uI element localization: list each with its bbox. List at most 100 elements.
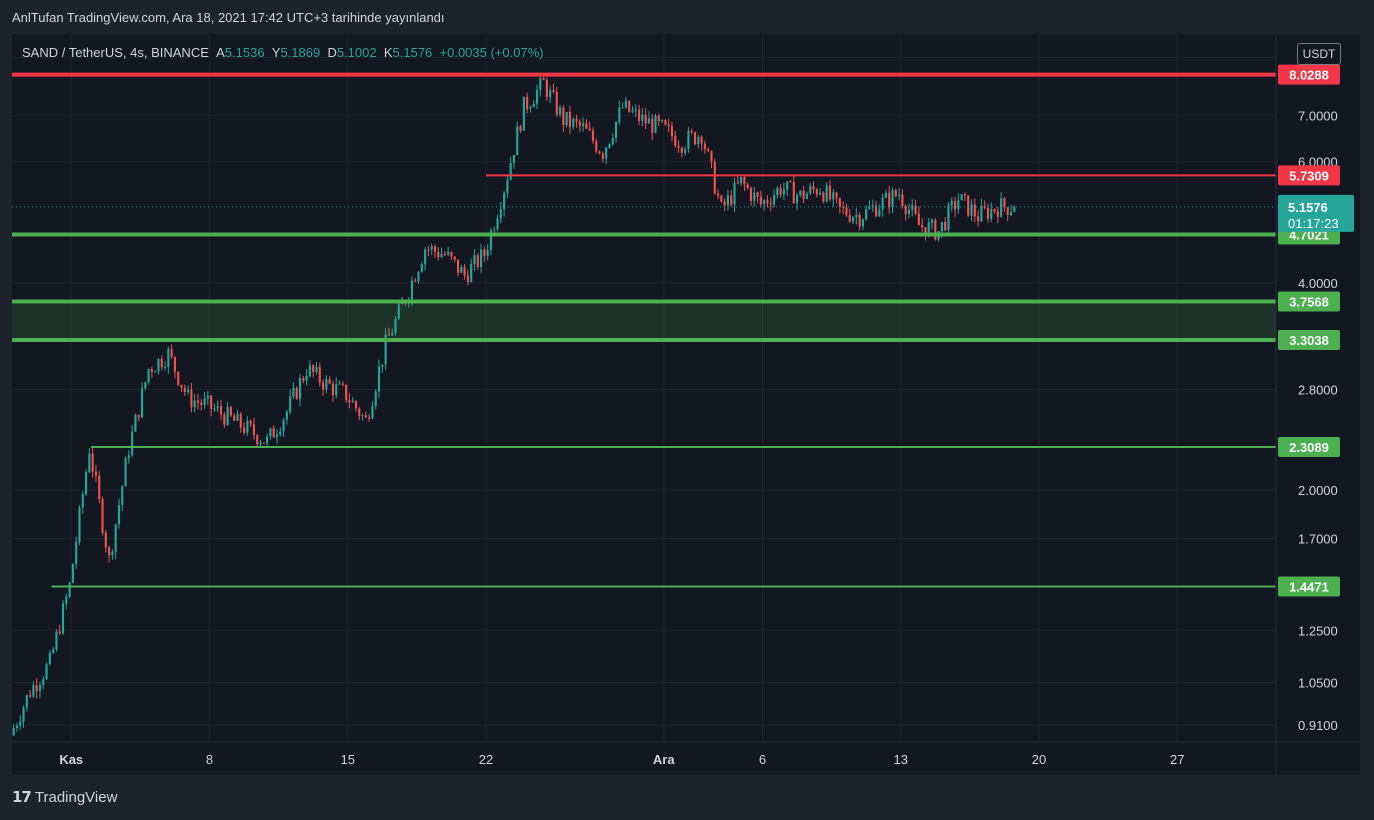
candle-body — [200, 402, 203, 405]
candle-body — [710, 151, 713, 162]
candle-body — [275, 434, 279, 438]
currency-button[interactable]: USDT — [1297, 43, 1341, 65]
candle-body — [173, 356, 177, 372]
candle-body — [167, 349, 170, 367]
candle-body — [483, 249, 486, 257]
chart-panel[interactable]: 8.50007.00006.00004.00002.80002.00001.70… — [12, 34, 1360, 775]
candle-body — [924, 227, 927, 237]
candle-body — [242, 427, 246, 433]
candle-body — [921, 225, 924, 228]
candle-body — [470, 264, 473, 283]
change-value: +0.0035 (+0.07%) — [439, 45, 544, 60]
tradingview-logo-icon: 17 — [12, 788, 32, 806]
brand[interactable]: 17 TradingView — [12, 788, 117, 806]
candle-body — [753, 192, 756, 201]
candle-body — [1013, 206, 1016, 213]
candle-body — [904, 206, 907, 214]
candle-body — [641, 114, 644, 121]
candle-body — [789, 181, 792, 183]
candle-body — [957, 200, 960, 210]
candle-body — [308, 365, 311, 376]
candle-body — [456, 259, 460, 273]
candle-body — [305, 375, 308, 381]
candle-body — [134, 414, 137, 432]
candle-body — [295, 387, 298, 399]
candle-body — [565, 111, 568, 126]
candle-body — [697, 136, 700, 145]
candle-body — [94, 471, 98, 476]
candle-body — [216, 406, 219, 409]
candles — [12, 72, 1016, 736]
candle-body — [845, 207, 848, 216]
candle-body — [690, 130, 693, 133]
support-zone — [12, 301, 1276, 340]
candle-body — [532, 103, 535, 108]
time-tick-label: 8 — [206, 752, 213, 767]
candle-body — [81, 494, 84, 508]
candle-body — [960, 194, 963, 201]
candle-body — [842, 206, 845, 208]
level-badge-label: 2.3089 — [1289, 440, 1329, 455]
candle-body — [535, 89, 539, 104]
candle-body — [384, 334, 387, 365]
candle-body — [440, 254, 443, 258]
candle-body — [723, 201, 726, 206]
time-tick-label: 22 — [479, 752, 493, 767]
candle-body — [572, 118, 575, 127]
level-badge-support — [1278, 329, 1340, 350]
candle-body — [371, 405, 374, 419]
candle-body — [838, 197, 841, 207]
candle-body — [894, 190, 897, 196]
price-tick-label: 0.9100 — [1298, 718, 1338, 733]
candle-body — [190, 389, 193, 408]
candle-body — [944, 221, 947, 231]
candle-body — [953, 201, 957, 210]
candle-body — [562, 107, 565, 126]
candle-body — [654, 115, 657, 133]
price-tick-label: 1.7000 — [1298, 531, 1338, 546]
candle-body — [582, 123, 585, 126]
price-tick-label: 1.2500 — [1298, 623, 1338, 638]
candle-body — [611, 138, 614, 144]
candle-body — [779, 187, 782, 195]
candle-body — [772, 195, 776, 205]
candle-body — [736, 182, 739, 184]
level-badge-resistance — [1278, 64, 1340, 85]
candle-body — [410, 280, 414, 299]
low-value: 5.1002 — [336, 45, 377, 60]
candlestick-chart[interactable]: 8.50007.00006.00004.00002.80002.00001.70… — [12, 34, 1360, 775]
candle-body — [160, 358, 163, 368]
candle-body — [38, 684, 42, 692]
candle-body — [855, 214, 858, 218]
candle-body — [986, 207, 990, 219]
candle-body — [246, 420, 249, 433]
candle-body — [272, 428, 275, 438]
candle-body — [282, 419, 285, 432]
candle-body — [598, 151, 601, 154]
candle-body — [618, 107, 621, 122]
candle-body — [907, 209, 911, 214]
candle-body — [1000, 198, 1003, 217]
symbol-legend: SAND / TetherUS, 4s, BINANCE A5.1536 Y5.… — [22, 45, 544, 60]
candle-body — [799, 190, 802, 196]
candle-body — [815, 189, 818, 195]
candle-body — [990, 208, 993, 219]
candle-body — [302, 378, 305, 381]
candle-body — [279, 431, 282, 435]
candle-body — [387, 334, 390, 336]
candle-body — [726, 195, 730, 206]
candle-body — [19, 721, 22, 726]
candle-body — [351, 401, 354, 403]
candle-body — [140, 388, 144, 418]
candle-body — [891, 190, 894, 208]
candle-body — [338, 383, 341, 385]
candle-body — [740, 176, 743, 184]
candle-body — [450, 252, 453, 257]
grid — [12, 34, 1276, 742]
candle-body — [348, 400, 351, 403]
candle-body — [437, 251, 440, 258]
time-tick-label: 27 — [1170, 752, 1184, 767]
candle-body — [154, 371, 157, 373]
candle-body — [183, 387, 186, 392]
candle-body — [78, 507, 81, 542]
